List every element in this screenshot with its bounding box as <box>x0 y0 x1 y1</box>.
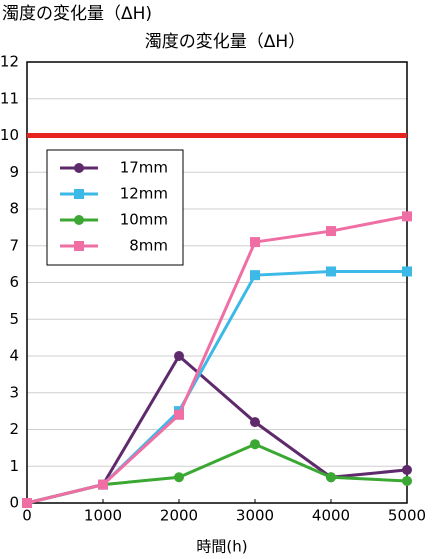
y-tick-label: 11 <box>0 89 19 107</box>
legend-marker <box>74 189 84 199</box>
legend-marker <box>74 163 84 173</box>
legend-label: 17mm <box>120 159 168 177</box>
y-tick-label: 9 <box>9 163 19 181</box>
series-line <box>26 214 408 505</box>
plot-border <box>26 61 408 504</box>
x-axis-label: 時間(h) <box>196 538 247 556</box>
marker <box>250 237 260 248</box>
marker <box>98 479 108 490</box>
x-tick-label: 0 <box>22 507 32 525</box>
x-tick-label: 1000 <box>84 507 122 525</box>
x-tick-label: 5000 <box>388 507 426 525</box>
y-tick-label: 4 <box>9 347 19 365</box>
y-tick-label: 1 <box>9 457 19 475</box>
marker <box>174 409 184 420</box>
marker <box>22 498 32 508</box>
marker <box>250 417 260 428</box>
x-tick-label: 2000 <box>160 507 198 525</box>
y-tick-label: 0 <box>9 494 19 512</box>
y-tick-label: 12 <box>0 53 19 71</box>
legend-marker <box>74 215 84 225</box>
legend-marker <box>74 241 84 251</box>
chart-title: 濁度の変化量（ΔH) <box>2 4 152 24</box>
y-tick-label: 8 <box>9 200 19 218</box>
marker <box>174 472 184 483</box>
y-tick-label: 3 <box>9 383 19 401</box>
marker <box>326 266 336 277</box>
legend-label: 10mm <box>120 211 168 229</box>
marker <box>250 439 260 450</box>
marker <box>174 351 184 361</box>
legend-label: 12mm <box>120 185 168 203</box>
marker <box>402 266 412 277</box>
chart-subtitle: 濁度の変化量（ΔH） <box>145 32 305 52</box>
y-tick-label: 2 <box>9 420 19 438</box>
x-tick-label: 3000 <box>236 507 274 525</box>
y-tick-label: 10 <box>0 126 19 144</box>
marker <box>402 475 412 486</box>
y-tick-label: 7 <box>9 236 19 254</box>
marker <box>250 270 260 281</box>
series-line <box>26 442 408 505</box>
marker <box>402 211 412 222</box>
marker <box>402 464 412 475</box>
y-tick-label: 6 <box>9 273 19 291</box>
x-tick-label: 4000 <box>312 507 350 525</box>
legend-label: 8mm <box>129 237 168 255</box>
y-tick-label: 5 <box>9 310 19 328</box>
marker <box>326 226 336 237</box>
marker <box>326 472 336 483</box>
